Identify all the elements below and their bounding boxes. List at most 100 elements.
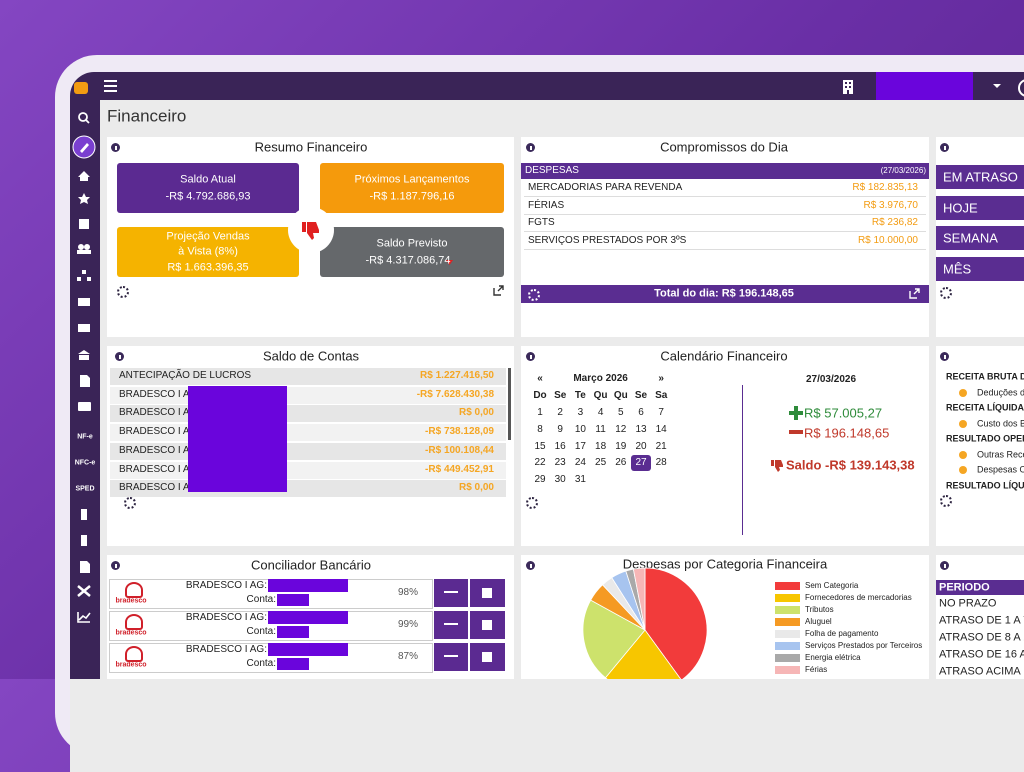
settings-icon[interactable]: [526, 497, 538, 509]
saldo: Saldo -R$ 139.143,38: [786, 457, 915, 473]
calendar-day[interactable]: 9: [557, 423, 563, 435]
info-icon[interactable]: [526, 561, 535, 570]
page-title: Financeiro: [107, 106, 187, 126]
calendar-day[interactable]: 2: [557, 407, 563, 418]
calendar-day[interactable]: 31: [574, 474, 586, 486]
calendar-day[interactable]: 18: [595, 440, 607, 452]
undo-button[interactable]: [434, 643, 468, 671]
box-proximos[interactable]: [320, 163, 504, 213]
info-icon[interactable]: [526, 143, 535, 152]
calendar-day[interactable]: 30: [554, 474, 566, 486]
calendar-day[interactable]: 22: [534, 457, 546, 469]
calendar-day[interactable]: 16: [554, 440, 566, 452]
calendar-day[interactable]: 3: [577, 407, 584, 418]
dre-bullet[interactable]: [959, 419, 967, 428]
external-link-icon[interactable]: [493, 285, 504, 296]
sidebar-label[interactable]: NF-e: [77, 433, 93, 441]
calendar-day[interactable]: 8: [537, 423, 543, 435]
calendar-day[interactable]: 11: [595, 423, 606, 435]
calendar-day[interactable]: 23: [554, 457, 566, 469]
calendar-day[interactable]: 21: [655, 440, 667, 452]
calendar-day[interactable]: 17: [574, 440, 586, 452]
calendar-day[interactable]: 4: [597, 407, 604, 418]
status-label[interactable]: HOJE: [943, 200, 978, 215]
sidebar-label[interactable]: NFC-e: [74, 459, 96, 467]
box-value: R$ 1.663.396,35: [167, 261, 249, 274]
info-icon[interactable]: [111, 561, 120, 570]
status-button[interactable]: [936, 165, 1024, 189]
status-label[interactable]: SEMANA: [943, 230, 998, 246]
calendar-day[interactable]: 1: [537, 407, 543, 418]
info-icon[interactable]: [940, 561, 949, 570]
calendar-day[interactable]: 28: [655, 457, 667, 469]
selected-date: 27/03/2026: [805, 374, 857, 385]
calendar-day[interactable]: 27: [635, 457, 647, 469]
dre-bullet[interactable]: [959, 450, 967, 459]
calendar-day[interactable]: 25: [595, 457, 607, 469]
logo[interactable]: [74, 82, 88, 94]
conta-label: Conta:: [246, 658, 276, 669]
status-button[interactable]: [936, 256, 1024, 281]
calendar-day[interactable]: 14: [655, 423, 667, 435]
calendar-day[interactable]: 7: [658, 407, 664, 418]
expense-name: SERVIÇOS PRESTADOS POR 3ºS: [528, 235, 687, 247]
redaction: [268, 579, 348, 592]
building-icon[interactable]: [842, 79, 854, 94]
scrollbar[interactable]: [508, 368, 511, 440]
undo-button[interactable]: [434, 579, 468, 607]
dre-section: RECEITA LÍQUIDA DE: [946, 402, 1024, 413]
sidebar-label[interactable]: SPED: [75, 485, 95, 493]
status-label[interactable]: EM ATRASO: [943, 169, 1018, 185]
calendar-day[interactable]: 6: [638, 407, 644, 418]
box-label: à Vista (8%): [178, 245, 238, 258]
row-separator: [524, 213, 926, 215]
account-balance: -R$ 100.108,44: [425, 444, 494, 456]
status-button[interactable]: [936, 226, 1024, 250]
box-saldo-atual[interactable]: [117, 163, 299, 213]
company-selector[interactable]: [876, 72, 973, 100]
status-label[interactable]: MÊS: [943, 261, 972, 276]
info-icon[interactable]: [115, 352, 124, 361]
info-icon[interactable]: [940, 352, 949, 361]
calendar-day[interactable]: 26: [615, 457, 627, 469]
info-icon[interactable]: [526, 352, 535, 361]
calendar-day[interactable]: 24: [574, 457, 586, 469]
selected-day: [631, 455, 651, 472]
external-link-icon[interactable]: [909, 288, 920, 299]
account-name: BRADESCO I AG:: [119, 407, 201, 419]
settings-icon[interactable]: [528, 289, 540, 301]
caret[interactable]: [993, 84, 1001, 89]
calendar-next[interactable]: »: [658, 373, 664, 384]
dre-bullet[interactable]: [959, 466, 967, 474]
calendar-prev[interactable]: «: [537, 373, 543, 384]
calendar-day[interactable]: 29: [534, 474, 546, 486]
info-icon[interactable]: [111, 143, 120, 152]
sidebar-icons[interactable]: [70, 100, 100, 679]
settings-icon[interactable]: [124, 497, 136, 509]
undo-button[interactable]: [434, 611, 468, 639]
menu-icon[interactable]: [104, 80, 118, 92]
account-name: BRADESCO I AG:: [119, 388, 201, 400]
dre-item: Deduções d: [977, 387, 1024, 397]
legend-label: Folha de pagamento: [805, 629, 879, 638]
bank-name: bradesco: [115, 629, 147, 637]
calendar-day[interactable]: 5: [618, 407, 624, 418]
settings-icon[interactable]: [940, 495, 952, 507]
calendar-day[interactable]: 13: [635, 423, 647, 435]
calendar-day[interactable]: 15: [534, 440, 546, 452]
legend-label: Férias: [805, 665, 827, 674]
redaction: [277, 658, 309, 670]
box-previsto[interactable]: [320, 227, 504, 277]
calendar-day[interactable]: 10: [574, 423, 586, 435]
calendar-day[interactable]: 20: [635, 440, 647, 452]
status-button[interactable]: [936, 195, 1024, 220]
button-icon: [444, 655, 458, 657]
info-icon[interactable]: [940, 143, 949, 152]
settings-icon[interactable]: [940, 287, 952, 299]
calendar-day[interactable]: 12: [615, 423, 627, 435]
dre-bullet[interactable]: [959, 388, 967, 397]
calendar-day[interactable]: 19: [615, 440, 627, 452]
box-projecao[interactable]: [117, 227, 299, 277]
settings-icon[interactable]: [117, 286, 129, 298]
